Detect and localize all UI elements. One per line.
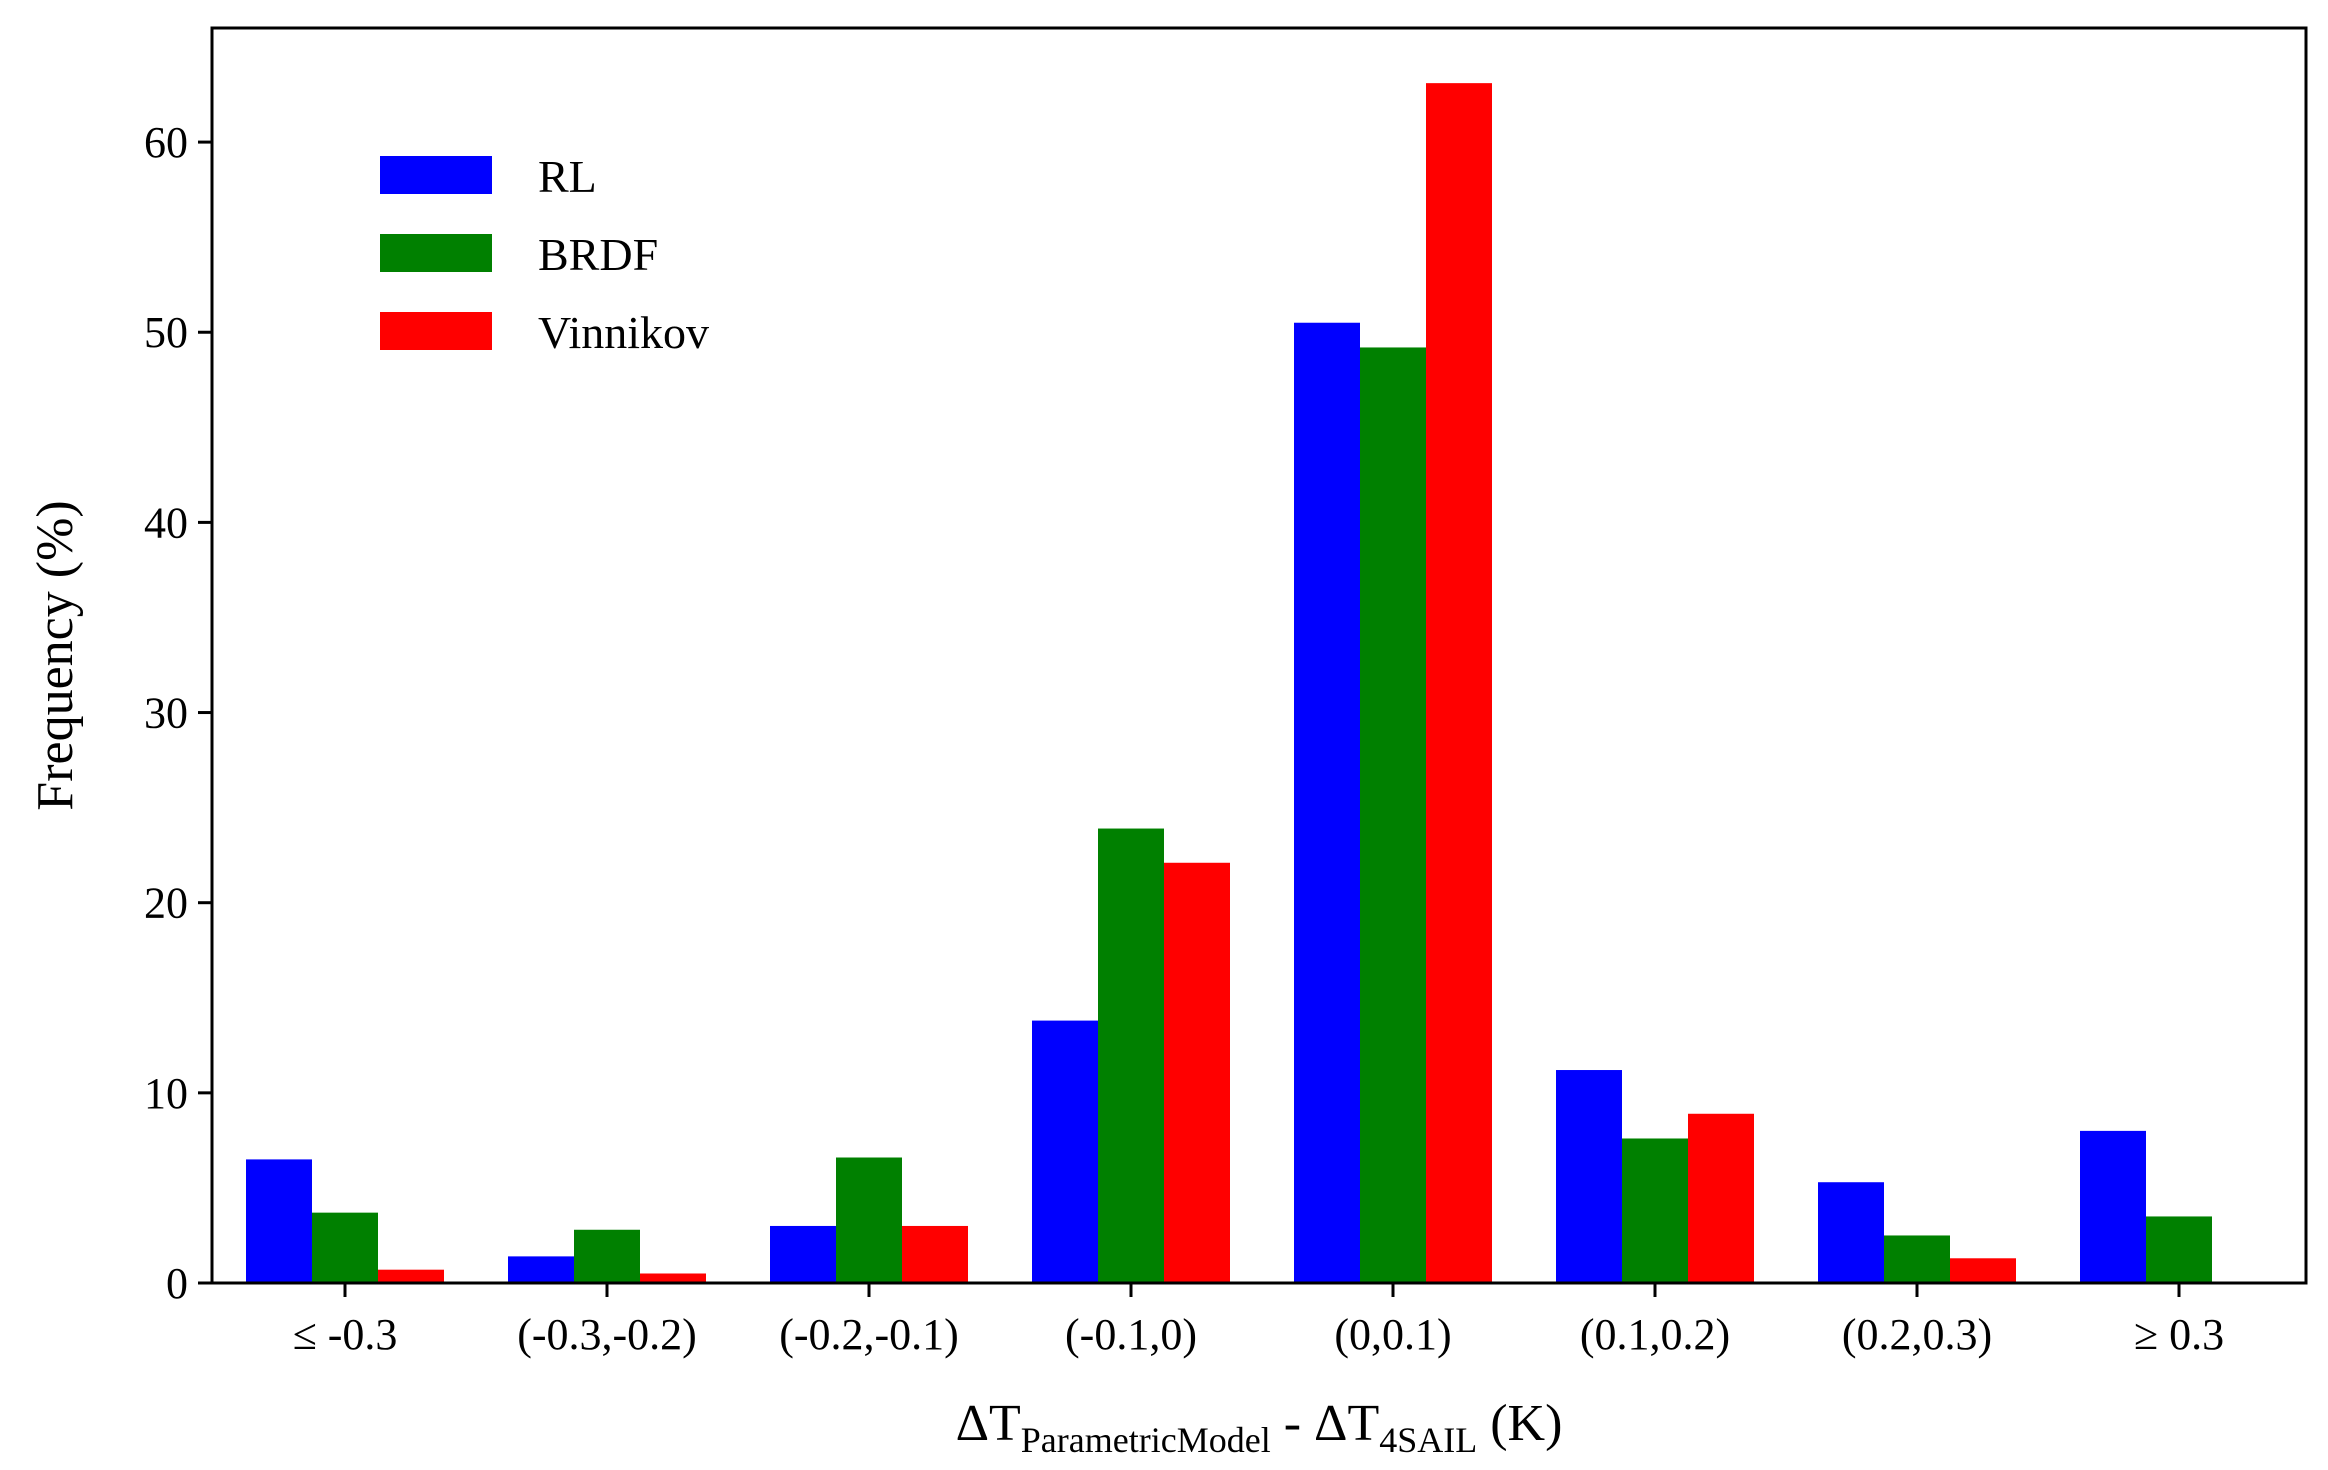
x-tick-label: ≥ 0.3 [2134,1310,2224,1359]
bar-brdf-5 [1622,1138,1688,1283]
bar-brdf-3 [1098,828,1164,1283]
legend: RL BRDF Vinnikov [380,151,709,358]
bars-group [246,83,2212,1284]
y-tick-label: 40 [144,498,188,547]
bar-brdf-0 [312,1212,378,1283]
bar-brdf-7 [2146,1216,2212,1283]
bar-vinnikov-3 [1164,862,1230,1283]
x-axis-title-middle: - ΔT [1271,1395,1380,1452]
x-axis-title-suffix: (K) [1477,1395,1562,1452]
legend-swatch-rl [380,156,492,194]
x-tick-label: (-0.1,0) [1065,1310,1197,1359]
x-axis-title-prefix: ΔT [956,1395,1021,1452]
bar-rl-1 [508,1256,574,1283]
y-tick-label: 30 [144,689,188,738]
y-axis-title: Frequency (%) [27,500,84,810]
y-tick-label: 60 [144,118,188,167]
bar-vinnikov-6 [1950,1258,2016,1283]
bar-rl-5 [1556,1070,1622,1283]
x-tick-label: (0.1,0.2) [1580,1310,1730,1359]
x-axis-title: ΔTParametricModel - ΔT4SAIL (K) [956,1395,1563,1460]
bar-vinnikov-1 [640,1273,706,1283]
y-tick-label: 20 [144,879,188,928]
plot-frame [210,26,2308,1285]
legend-label-vinnikov: Vinnikov [538,307,709,358]
bar-rl-6 [1818,1182,1884,1283]
x-axis: ≤ -0.3 (-0.3,-0.2) (-0.2,-0.1) (-0.1,0) (0,0… [293,1283,2224,1359]
bar-brdf-2 [836,1157,902,1283]
bar-rl-0 [246,1159,312,1283]
x-axis-title-sub2: 4SAIL [1379,1420,1477,1460]
bar-vinnikov-0 [378,1269,444,1283]
legend-label-rl: RL [538,151,597,202]
x-tick-label: (-0.2,-0.1) [779,1310,959,1359]
x-tick-label: ≤ -0.3 [293,1310,398,1359]
y-tick-label: 10 [144,1069,188,1118]
bar-vinnikov-2 [902,1225,968,1283]
bar-brdf-4 [1360,347,1426,1283]
bar-brdf-1 [574,1229,640,1283]
bar-vinnikov-4 [1426,83,1492,1284]
bar-rl-3 [1032,1020,1098,1283]
y-tick-label: 0 [166,1259,188,1308]
legend-swatch-brdf [380,234,492,272]
x-tick-label: (-0.3,-0.2) [517,1310,697,1359]
bar-brdf-6 [1884,1235,1950,1283]
x-tick-label: (0.2,0.3) [1842,1310,1992,1359]
bar-rl-2 [770,1225,836,1283]
y-axis: 0 10 20 30 40 50 60 [144,118,212,1308]
bar-rl-4 [1294,322,1360,1283]
legend-label-brdf: BRDF [538,229,658,280]
bar-vinnikov-5 [1688,1113,1754,1283]
bar-rl-7 [2080,1130,2146,1283]
legend-swatch-vinnikov [380,312,492,350]
x-tick-label: (0,0.1) [1334,1310,1451,1359]
y-tick-label: 50 [144,308,188,357]
x-axis-title-sub1: ParametricModel [1021,1420,1271,1460]
